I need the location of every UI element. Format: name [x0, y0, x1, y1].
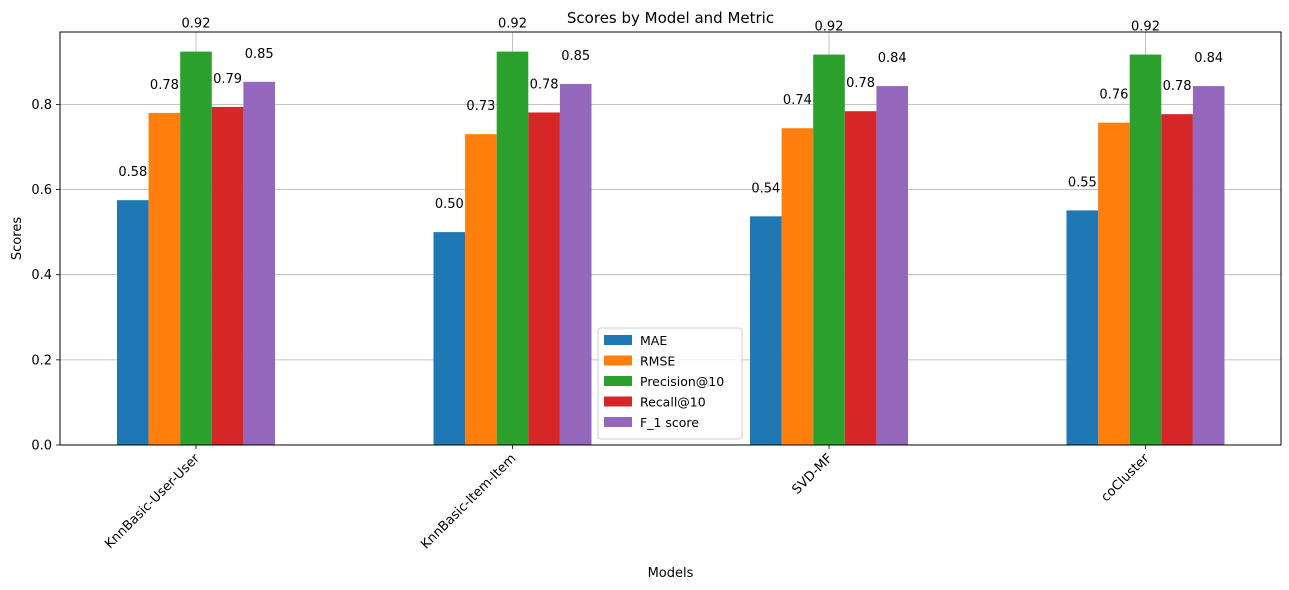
- legend-swatch: [604, 417, 632, 427]
- bar-precision-10: [1129, 54, 1162, 445]
- legend-swatch: [604, 335, 632, 345]
- legend-entry: F_1 score: [640, 415, 699, 430]
- bar-recall-10: [844, 111, 877, 445]
- data-label: 0.78: [150, 78, 179, 93]
- data-label: 0.92: [1131, 20, 1160, 35]
- bar-precision-10: [180, 51, 212, 445]
- bar-rmse: [1098, 122, 1130, 445]
- chart-title: Scores by Model and Metric: [567, 9, 774, 27]
- bar-recall-10: [1161, 114, 1193, 445]
- data-label: 0.78: [530, 77, 559, 92]
- plot-frame: [59, 31, 1282, 446]
- legend-swatch: [604, 376, 632, 386]
- bar-f-1-score: [876, 86, 908, 446]
- legend-entry: RMSE: [640, 354, 675, 369]
- data-label: 0.55: [1068, 175, 1097, 190]
- bar-f-1-score: [243, 81, 275, 445]
- data-label: 0.76: [1099, 88, 1128, 103]
- data-label: 0.84: [878, 51, 907, 66]
- data-label: 0.78: [1163, 79, 1192, 94]
- legend-swatch: [604, 396, 632, 407]
- bars-layer: [117, 51, 1225, 446]
- bar-mae: [1066, 210, 1099, 445]
- data-label: 0.85: [245, 47, 274, 62]
- data-labels-layer: 0.58 0.50 0.54 0.55 0.78 0.73 0.74 0.76 0.92 0.92…: [118, 17, 1223, 213]
- data-label: 0.54: [751, 181, 780, 196]
- data-label: 0.85: [561, 49, 590, 64]
- bar-rmse: [781, 128, 814, 446]
- legend-entry: MAE: [640, 333, 667, 348]
- y-tick-label: 0.0: [31, 439, 52, 454]
- bar-mae: [117, 200, 149, 445]
- bar-mae: [433, 232, 466, 445]
- bar-precision-10: [496, 51, 529, 445]
- data-label: 0.58: [118, 165, 147, 180]
- y-tick-label: 0.6: [31, 183, 52, 198]
- data-label: 0.50: [435, 197, 464, 212]
- x-tick-label: KnnBasic-Item-Item: [418, 451, 519, 552]
- x-axis-label: Models: [648, 566, 694, 581]
- bar-f-1-score: [1192, 86, 1225, 446]
- legend-entry: Precision@10: [640, 374, 724, 389]
- bar-recall-10: [528, 112, 560, 445]
- legend: MAE RMSE Precision@10 Recall@10 F_1 score: [597, 327, 743, 440]
- legend-box: [597, 327, 743, 440]
- x-tick-label: KnnBasic-User-User: [102, 451, 203, 552]
- x-tick-label: SVD-MF: [789, 451, 835, 497]
- legend-swatch: [604, 355, 632, 366]
- data-label: 0.84: [1194, 51, 1223, 66]
- bar-f-1-score: [559, 83, 592, 445]
- y-tick-label: 0.2: [31, 353, 52, 368]
- data-label: 0.92: [815, 20, 844, 35]
- data-label: 0.73: [466, 99, 495, 114]
- y-tick-label: 0.4: [31, 268, 52, 283]
- x-tick-label: coCluster: [1098, 451, 1152, 505]
- data-label: 0.78: [846, 76, 875, 91]
- bar-recall-10: [211, 106, 244, 445]
- bar-rmse: [148, 112, 181, 445]
- bar-mae: [750, 216, 782, 445]
- data-label: 0.92: [498, 17, 527, 32]
- data-label: 0.74: [783, 93, 812, 108]
- bar-precision-10: [813, 54, 845, 445]
- y-tick-label: 0.8: [31, 98, 52, 113]
- legend-entry: Recall@10: [640, 395, 706, 410]
- y-axis-label: Scores: [10, 217, 25, 260]
- data-label: 0.79: [213, 72, 242, 87]
- data-label: 0.92: [182, 17, 211, 32]
- bar-rmse: [465, 134, 497, 446]
